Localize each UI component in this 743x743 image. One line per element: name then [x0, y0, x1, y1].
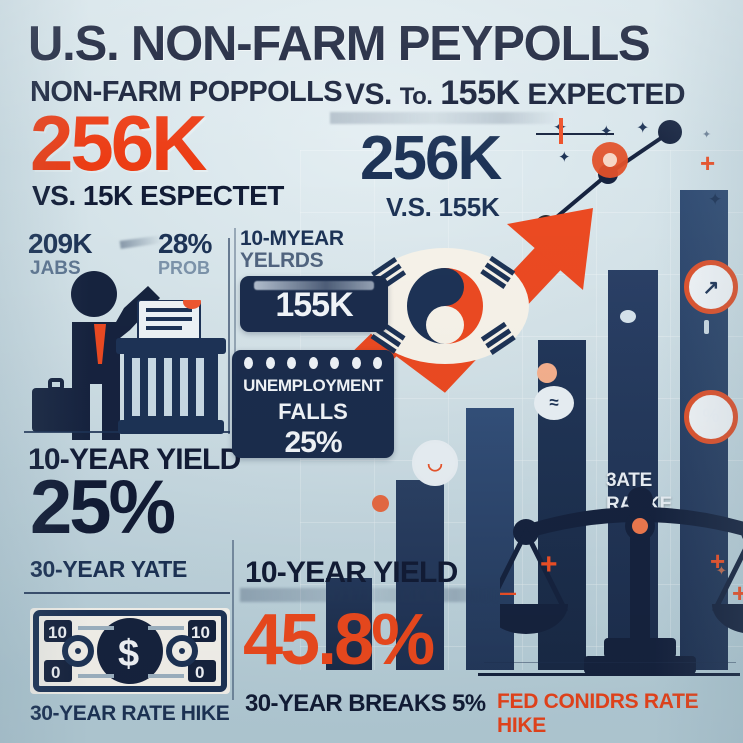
headline-actual-value: 256K	[30, 99, 207, 187]
badge-dot	[287, 357, 296, 369]
svg-text:$: $	[118, 633, 139, 675]
subtitle-vs: VS.	[345, 78, 392, 111]
sparkle-icon-5: ✦	[708, 190, 723, 209]
banknote-icon: 10 10 0 0 $	[30, 608, 230, 694]
badge-dot-small	[372, 495, 389, 512]
badge-dot	[373, 357, 382, 369]
svg-text:0: 0	[51, 663, 60, 682]
sparkle-icon-4: ✦	[558, 149, 571, 166]
plus-icon-1: +	[700, 148, 716, 178]
smudge-artifact-2	[119, 235, 163, 249]
arrow-tick-icon	[536, 133, 614, 135]
subtitle-right: VS. To. 155K EXPECTED	[345, 74, 686, 113]
badge-dot-orange	[537, 363, 557, 383]
left-yield-label: 10-YEAR YIELD	[28, 443, 241, 476]
headline-navy-caption: V.S. 155K	[386, 192, 500, 222]
sparkle-icon-2: ✦	[600, 123, 613, 140]
chart-glyph-icon: ↗	[702, 276, 720, 299]
divider-mid-vertical-2	[234, 228, 236, 418]
svg-text:—: —	[500, 580, 516, 605]
headline-navy-value: 256K	[360, 124, 502, 193]
jobs-value: 209K	[28, 228, 93, 259]
bar-tick-dot	[620, 310, 636, 323]
unemployment-badge: UNEMPLOYMENT FALLS 25%	[232, 350, 394, 458]
svg-text:10: 10	[48, 623, 67, 642]
badge-dot	[265, 357, 275, 369]
south-korea-flag-icon	[361, 248, 529, 364]
subtitle-to: To.	[399, 83, 433, 110]
prob-label: PROB	[158, 258, 211, 278]
left-yield-footer: 30-YEAR YATE	[30, 556, 188, 582]
unemployment-badge-line1: UNEMPLOYMENT	[243, 376, 383, 395]
bar-1	[326, 578, 372, 670]
divider-left-vertical	[228, 238, 230, 434]
jobs-label: JABS	[30, 258, 81, 279]
bar-2	[396, 480, 444, 670]
fed-caption: FED CONIDRS RATE HIKE	[497, 690, 699, 737]
subtitle-left: NON-FARM POPPOLLS	[30, 76, 343, 108]
sparkle-icon-3: ✦	[636, 120, 650, 137]
percent-glyph-icon: %	[702, 406, 720, 427]
svg-text:+: +	[732, 578, 743, 608]
podium-icon	[116, 300, 226, 434]
badge-icon-lower-left: ◡	[412, 440, 458, 486]
prob-value: 28%	[158, 228, 212, 259]
sparkle-icon-7: ✦	[716, 563, 727, 578]
arrow-down-icon	[559, 118, 563, 144]
mid-heading-line1: 10-MYEAR	[240, 227, 344, 250]
svg-text:+: +	[540, 548, 558, 581]
mid-yield-label: 10-YEAR YIELD	[245, 556, 458, 589]
mid-heading-line2: YELRDS	[240, 249, 324, 273]
mid-smudge-artifact	[240, 588, 510, 602]
mid-yield-footer: 30-YEAR BREAKS 5%	[245, 690, 486, 717]
badge-dot	[330, 357, 339, 369]
unemployment-badge-line2: FALLS	[278, 399, 348, 424]
badge-smudge	[254, 281, 374, 290]
badge-icon-top-right: ↗	[684, 260, 738, 314]
divider-left-1	[24, 431, 230, 433]
banknote-caption: 30-YEAR RATE HIKE	[30, 702, 230, 725]
badge-icon-mid-right: %	[684, 390, 738, 444]
svg-text:+: +	[710, 546, 725, 576]
subtitle-expected-word: EXPECTED	[527, 78, 686, 111]
expected-badge-value: 155K	[275, 286, 353, 324]
sparkle-icon-6: ✦	[702, 129, 712, 141]
mid-heading: 10-MYEAR YELRDS	[240, 227, 344, 273]
badge-dots-row	[244, 357, 382, 370]
chart-baseline-faint	[484, 662, 736, 663]
badge-icon-center: ≈	[534, 386, 574, 420]
smile-glyph-icon: ◡	[427, 452, 443, 473]
badge-dot	[308, 357, 318, 369]
svg-text:0: 0	[195, 663, 204, 682]
badge-dot	[244, 357, 253, 369]
businessman-icon	[32, 271, 160, 440]
badge-dot	[351, 357, 361, 369]
unemployment-badge-line3: 25%	[284, 426, 342, 459]
scribble-glyph-icon: ≈	[549, 393, 559, 412]
smudge-artifact	[330, 112, 560, 124]
svg-text:10: 10	[191, 623, 210, 642]
headline-actual-caption: VS. 15K ESPECTET	[32, 180, 284, 211]
expected-badge: 155K	[240, 276, 388, 332]
divider-mid-vertical	[232, 540, 234, 700]
bar-annotation-line1: 3ATE	[606, 470, 652, 491]
divider-left-2	[24, 592, 230, 594]
chart-baseline	[478, 673, 740, 676]
page-title: U.S. NON-FARM PEYPOLLS	[28, 17, 651, 71]
mid-yield-value: 45.8%	[243, 600, 435, 680]
left-yield-value: 25%	[30, 465, 176, 550]
bar-tick-mark	[704, 320, 709, 334]
subtitle-expected-value: 155K	[440, 74, 520, 112]
balance-scales-icon: + + — +	[500, 487, 743, 674]
